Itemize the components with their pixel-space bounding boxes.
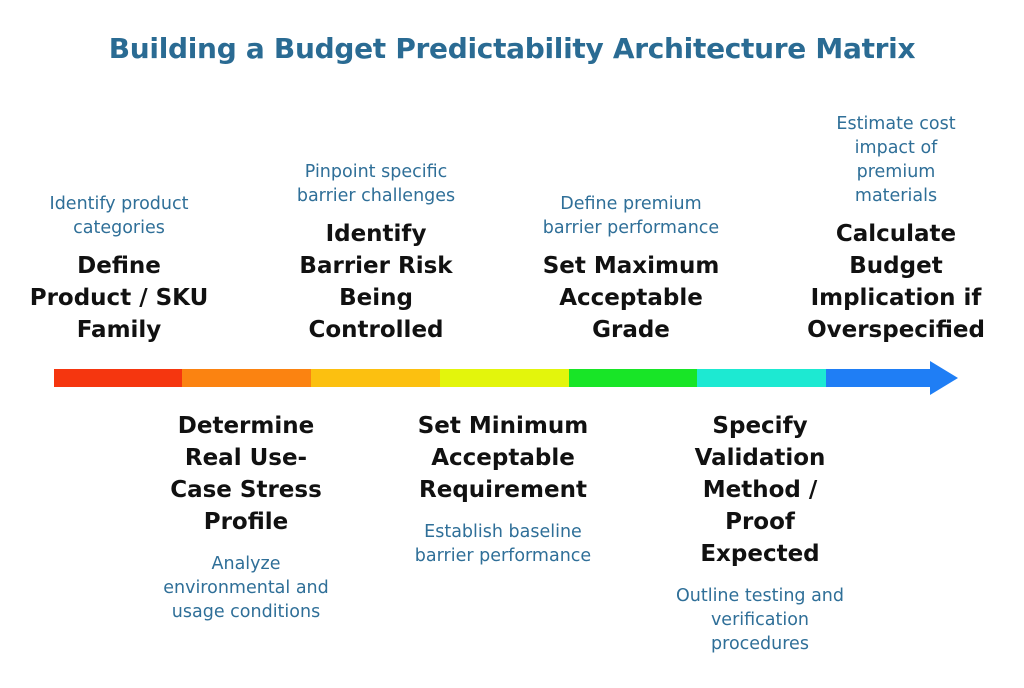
step-identify-barrier-risk: Pinpoint specific barrier challenges Ide…: [286, 150, 466, 346]
step-heading: Specify Validation Method / Proof Expect…: [694, 413, 826, 567]
step-description: Pinpoint specific barrier challenges: [296, 162, 456, 206]
diagram-title: Building a Budget Predictability Archite…: [108, 32, 916, 65]
step-heading: Define Product / SKU Family: [29, 253, 209, 343]
step-heading: Determine Real Use-Case Stress Profile: [170, 413, 322, 535]
step-determine-stress-profile: Determine Real Use-Case Stress Profile A…: [156, 410, 336, 624]
timeline-segment-4: [440, 369, 570, 387]
step-set-minimum-requirement: Set Minimum Acceptable Requirement Estab…: [413, 410, 593, 568]
step-heading: Set Maximum Acceptable Grade: [542, 253, 720, 343]
step-specify-validation-method: Specify Validation Method / Proof Expect…: [670, 410, 850, 656]
step-set-maximum-grade: Define premium barrier performance Set M…: [541, 126, 721, 346]
step-define-product-sku-family: Identify product categories Define Produ…: [29, 182, 209, 346]
step-heading: Identify Barrier Risk Being Controlled: [299, 221, 453, 343]
step-description: Establish baseline barrier performance: [414, 522, 592, 566]
timeline-segment-6: [697, 369, 827, 387]
step-calculate-budget-implication: Estimate cost impact of premium material…: [796, 103, 996, 346]
step-description: Outline testing and verification procedu…: [675, 586, 845, 654]
timeline-segment-2: [182, 369, 312, 387]
step-heading: Set Minimum Acceptable Requirement: [417, 413, 589, 503]
step-description: Define premium barrier performance: [542, 194, 720, 238]
timeline-arrowhead-segment: [826, 361, 958, 395]
step-description: Estimate cost impact of premium material…: [836, 114, 956, 206]
step-description: Analyze environmental and usage conditio…: [163, 554, 329, 622]
step-description: Identify product categories: [49, 194, 189, 238]
step-heading: Calculate Budget Implication if Overspec…: [807, 221, 985, 343]
timeline-segment-3: [311, 369, 441, 387]
timeline-segment-5: [569, 369, 698, 387]
timeline-segment-1: [54, 369, 183, 387]
